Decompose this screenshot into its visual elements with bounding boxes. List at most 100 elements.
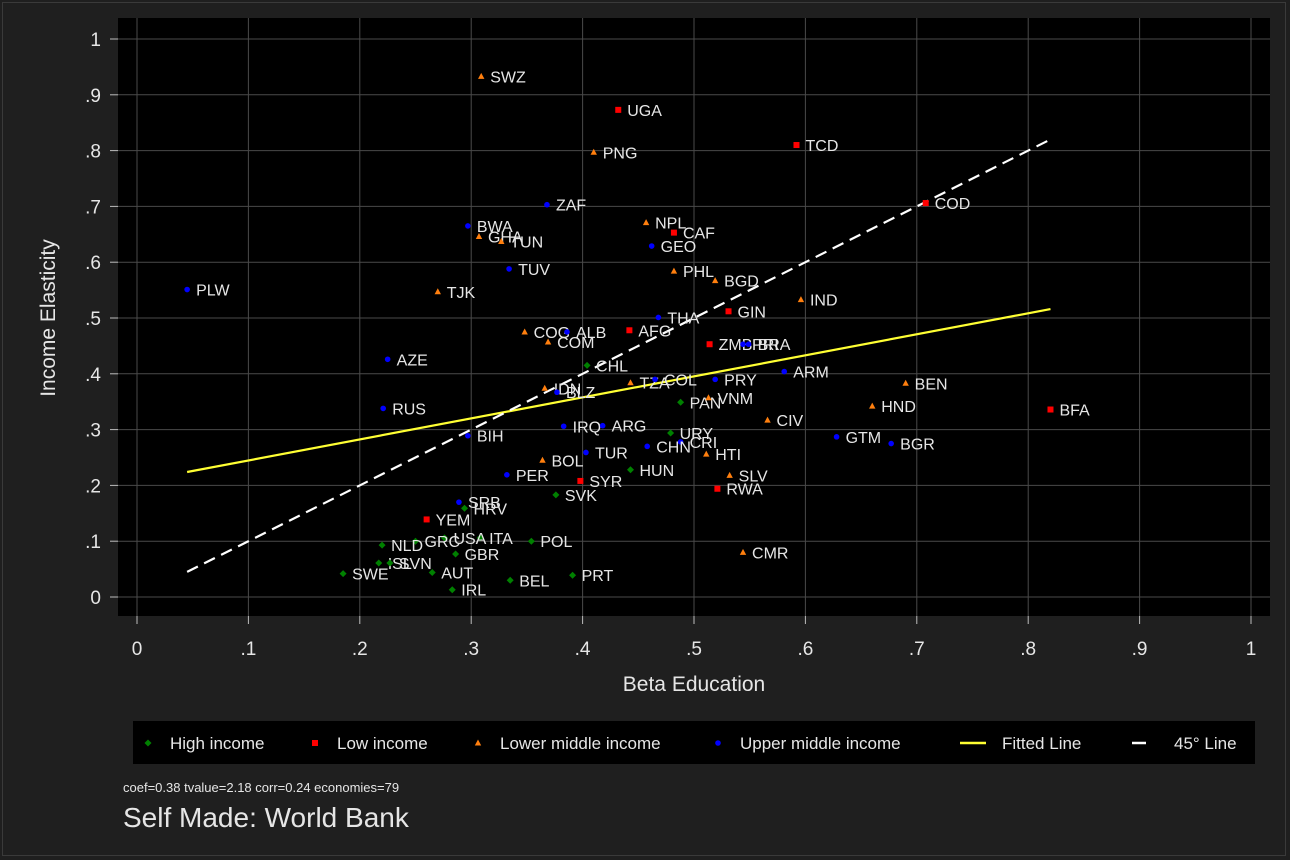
data-point bbox=[725, 308, 732, 315]
point-label: BEL bbox=[519, 573, 549, 590]
point-label: SWE bbox=[352, 567, 388, 584]
data-point bbox=[648, 243, 655, 249]
point-label: AZE bbox=[397, 352, 428, 369]
data-point bbox=[644, 443, 651, 450]
data-point bbox=[652, 376, 658, 383]
data-point bbox=[448, 586, 456, 594]
data-point bbox=[506, 576, 514, 584]
point-label: IND bbox=[810, 293, 838, 310]
y-tick-label: .5 bbox=[85, 309, 101, 330]
point-label: ISL bbox=[388, 556, 412, 573]
legend: High income Low income Lower middle income… bbox=[133, 721, 1255, 764]
data-point bbox=[527, 537, 535, 545]
data-point bbox=[583, 361, 591, 369]
point-label: PNG bbox=[603, 145, 638, 162]
x-tick-label: .7 bbox=[909, 639, 925, 660]
point-label: CRI bbox=[690, 435, 718, 452]
point-label: BOL bbox=[551, 453, 583, 470]
data-point bbox=[626, 327, 633, 334]
point-label: PER bbox=[516, 468, 549, 485]
legend-label: Upper middle income bbox=[740, 734, 901, 753]
data-point bbox=[434, 288, 441, 295]
point-label: TJK bbox=[447, 285, 476, 302]
point-label: COD bbox=[935, 196, 971, 213]
point-label: RUS bbox=[392, 401, 426, 418]
legend-label: 45° Line bbox=[1174, 734, 1237, 753]
legend-marker bbox=[144, 739, 152, 747]
data-point bbox=[461, 504, 469, 512]
source-note: Self Made: World Bank bbox=[123, 802, 409, 833]
data-point bbox=[922, 200, 929, 207]
point-label: ARM bbox=[793, 365, 829, 382]
diagonal-45-line bbox=[186, 138, 1051, 573]
point-label: CMR bbox=[752, 545, 788, 562]
y-tick-label: .4 bbox=[85, 365, 101, 386]
data-point bbox=[797, 296, 805, 303]
data-point bbox=[554, 389, 560, 396]
data-point bbox=[440, 534, 448, 542]
data-point bbox=[703, 450, 710, 457]
y-tick-label: .7 bbox=[85, 197, 101, 218]
point-label: ZMB bbox=[719, 337, 753, 354]
point-label: THA bbox=[667, 310, 699, 327]
data-point bbox=[375, 559, 383, 567]
data-point bbox=[386, 559, 394, 567]
point-label: SWZ bbox=[490, 69, 526, 86]
x-axis-label: Beta Education bbox=[623, 673, 765, 696]
point-label: PRI bbox=[752, 337, 779, 354]
point-label: SVK bbox=[565, 488, 597, 505]
point-label: NLD bbox=[391, 538, 423, 555]
data-point bbox=[902, 379, 909, 386]
point-label: PRT bbox=[582, 568, 614, 585]
data-point bbox=[478, 72, 485, 79]
data-point bbox=[712, 376, 718, 383]
y-tick-label: .8 bbox=[85, 142, 101, 163]
point-label: BGR bbox=[900, 437, 935, 454]
y-tick-label: 1 bbox=[90, 30, 101, 51]
x-tick-label: 0 bbox=[132, 639, 143, 660]
data-point bbox=[184, 286, 190, 293]
point-label: GEO bbox=[661, 239, 697, 256]
point-label: SYR bbox=[589, 474, 622, 491]
data-point bbox=[642, 219, 650, 226]
data-point bbox=[740, 341, 746, 348]
x-tick-label: .1 bbox=[240, 639, 256, 660]
data-point bbox=[378, 541, 386, 549]
point-label: COL bbox=[664, 372, 697, 389]
data-point bbox=[745, 341, 752, 348]
point-label: UGA bbox=[627, 103, 662, 120]
data-point bbox=[705, 394, 712, 401]
point-label: BFA bbox=[1059, 403, 1090, 420]
legend-marker bbox=[312, 740, 318, 746]
point-label: ARG bbox=[612, 419, 647, 436]
point-label: ZAF bbox=[556, 198, 586, 215]
data-point bbox=[667, 429, 675, 437]
data-point bbox=[1047, 406, 1054, 413]
data-point bbox=[380, 405, 386, 412]
data-point bbox=[544, 338, 552, 345]
data-point bbox=[456, 499, 462, 505]
reference-lines bbox=[186, 138, 1051, 573]
data-point bbox=[590, 148, 597, 155]
data-point bbox=[452, 550, 460, 558]
data-point bbox=[339, 570, 347, 578]
point-label: NPL bbox=[655, 216, 686, 233]
point-label: TCD bbox=[805, 138, 838, 155]
data-point bbox=[655, 314, 662, 321]
legend-label: Lower middle income bbox=[500, 734, 661, 753]
data-point bbox=[475, 233, 483, 240]
point-label: GBR bbox=[465, 547, 500, 564]
legend-marker bbox=[715, 740, 721, 746]
point-label: BRA bbox=[758, 337, 791, 354]
data-point bbox=[764, 416, 771, 423]
point-label: IRL bbox=[461, 583, 486, 600]
data-point bbox=[677, 398, 685, 406]
point-label: URY bbox=[680, 426, 714, 443]
x-tick-label: .9 bbox=[1132, 639, 1148, 660]
data-point bbox=[793, 142, 800, 149]
data-point bbox=[506, 266, 512, 272]
data-point bbox=[670, 267, 678, 274]
point-label: COM bbox=[557, 335, 594, 352]
point-label: AFG bbox=[638, 323, 671, 340]
